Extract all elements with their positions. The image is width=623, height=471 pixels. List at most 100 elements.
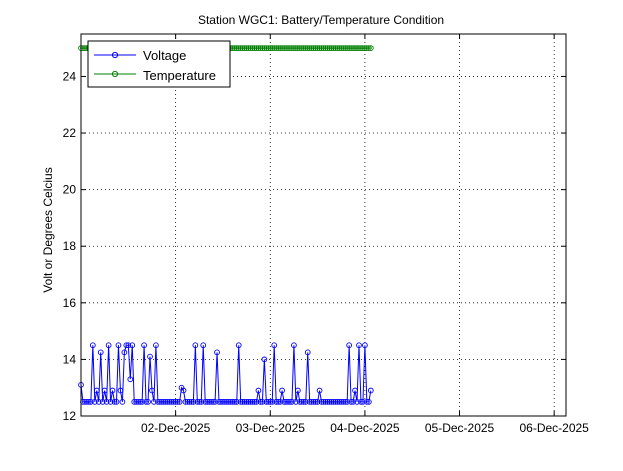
temperature-point <box>308 45 315 51</box>
voltage-point <box>237 399 244 405</box>
voltage-point <box>129 342 136 349</box>
temperature-point <box>289 45 295 51</box>
temperature-point <box>348 45 354 51</box>
voltage-point <box>119 399 126 405</box>
voltage-point <box>273 399 280 405</box>
voltage-point <box>362 342 368 349</box>
voltage-point <box>194 399 201 405</box>
voltage-point <box>247 399 254 405</box>
axis-ticks: 12 14 16 18 20 22 24 02-Dec-2025 03-Dec-2025 04-D… <box>63 34 589 435</box>
voltage-point <box>121 349 128 356</box>
voltage-point <box>226 399 232 405</box>
temperature-point <box>300 45 307 51</box>
voltage-point <box>265 399 272 405</box>
voltage-point <box>338 399 345 405</box>
voltage-point <box>196 399 203 405</box>
voltage-point <box>346 342 352 349</box>
voltage-point <box>271 342 278 349</box>
legend-temperature-label: Temperature <box>143 68 216 83</box>
voltage-point <box>320 399 327 405</box>
temperature-point <box>312 45 319 51</box>
voltage-point <box>314 399 321 405</box>
x-tick-label: 05-Dec-2025 <box>425 421 495 435</box>
voltage-point <box>137 399 143 405</box>
temperature-point <box>324 45 331 51</box>
temperature-point <box>231 45 238 51</box>
voltage-point <box>210 399 216 405</box>
voltage-point <box>354 399 360 405</box>
voltage-point <box>229 399 236 405</box>
voltage-point <box>257 399 264 405</box>
temperature-point <box>362 45 368 51</box>
voltage-point <box>149 387 155 394</box>
temperature-point <box>328 45 335 51</box>
voltage-point <box>103 399 110 405</box>
voltage-point <box>293 399 299 405</box>
temperature-point <box>241 45 248 51</box>
temperature-point <box>267 45 274 51</box>
voltage-point <box>153 342 159 349</box>
x-tick-label: 04-Dec-2025 <box>330 421 400 435</box>
voltage-point <box>208 399 214 405</box>
voltage-point <box>206 399 213 405</box>
voltage-point <box>190 399 197 405</box>
temperature-point <box>251 45 258 51</box>
temperature-point <box>314 45 321 51</box>
voltage-point <box>168 399 175 405</box>
voltage-point <box>166 399 173 405</box>
legend-box <box>87 40 231 88</box>
x-tick-label: 03-Dec-2025 <box>236 421 306 435</box>
voltage-point <box>176 399 183 405</box>
voltage-point <box>336 399 343 405</box>
voltage-point <box>188 399 195 405</box>
voltage-point <box>157 399 163 405</box>
voltage-point <box>184 399 191 405</box>
temperature-point <box>364 45 370 51</box>
voltage-point <box>220 399 226 405</box>
voltage-point <box>245 399 252 405</box>
temperature-point <box>249 45 256 51</box>
voltage-point <box>182 399 189 405</box>
voltage-point <box>328 399 335 405</box>
temperature-point <box>332 45 339 51</box>
voltage-point <box>326 399 333 405</box>
voltage-point <box>202 399 209 405</box>
voltage-point <box>296 399 303 405</box>
voltage-point <box>350 399 356 405</box>
temperature-point <box>279 45 285 51</box>
voltage-point <box>99 399 106 405</box>
temperature-point <box>255 45 262 51</box>
temperature-point <box>295 45 301 51</box>
voltage-point <box>358 399 364 405</box>
temperature-point <box>285 45 291 51</box>
voltage-point <box>308 399 315 405</box>
legend-temperature-marker <box>111 70 119 78</box>
voltage-point <box>318 399 325 405</box>
legend-voltage-marker <box>111 51 119 59</box>
temperature-point <box>257 45 264 51</box>
voltage-point <box>127 376 134 383</box>
temperature-point <box>306 45 313 51</box>
voltage-point <box>344 399 351 405</box>
x-tick-label: 06-Dec-2025 <box>519 421 589 435</box>
temperature-point <box>360 45 366 51</box>
voltage-point <box>235 342 242 349</box>
voltage-point <box>180 387 187 394</box>
temperature-point <box>346 45 352 51</box>
voltage-point <box>263 399 270 405</box>
temperature-point <box>245 45 252 51</box>
temperature-point <box>340 45 347 51</box>
temperature-point <box>310 45 317 51</box>
voltage-point <box>111 399 118 405</box>
legend: Voltage Temperature <box>87 40 231 88</box>
temperature-point <box>304 45 311 51</box>
voltage-point <box>275 399 282 405</box>
voltage-point <box>365 399 372 405</box>
y-tick-label: 24 <box>63 69 77 83</box>
temperature-point <box>365 45 372 51</box>
voltage-point <box>198 399 205 405</box>
temperature-point <box>273 45 280 51</box>
temperature-point <box>316 45 323 51</box>
voltage-point <box>277 399 283 405</box>
